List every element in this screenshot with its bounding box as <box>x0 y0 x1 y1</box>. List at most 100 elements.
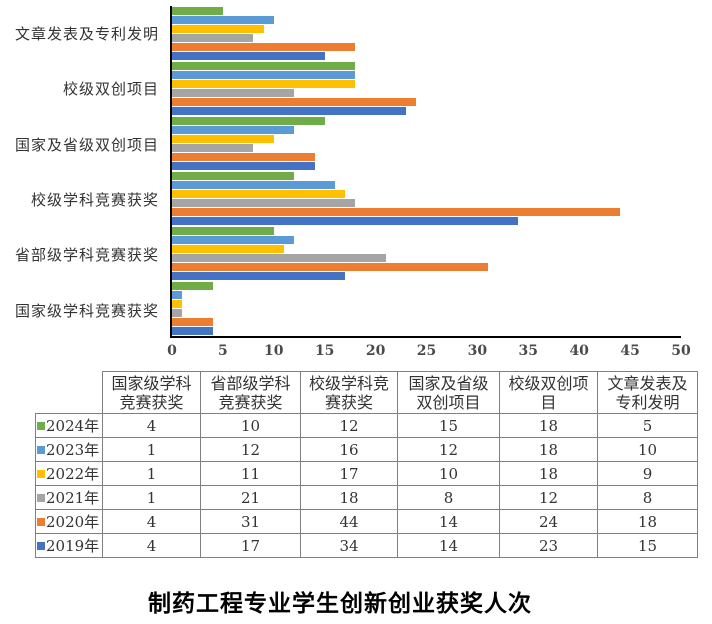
table-value-cell: 44 <box>300 509 398 534</box>
bar-group <box>172 171 681 226</box>
table-value-cell: 12 <box>499 485 598 510</box>
x-tick-label: 30 <box>467 343 488 359</box>
table-value-cell: 14 <box>397 509 500 534</box>
bar-2022年 <box>172 80 356 88</box>
bar-2023年 <box>172 291 183 299</box>
bar-2021年 <box>172 144 254 152</box>
bar-2020年 <box>172 43 356 51</box>
x-tick-label: 50 <box>671 343 691 359</box>
table-value-cell: 10 <box>597 437 698 462</box>
bar-2019年 <box>172 217 519 225</box>
table-value-cell: 18 <box>597 509 698 534</box>
category-axis-labels: 文章发表及专利发明 校级双创项目 国家及省级双创项目 校级学科竞赛获奖 省部级学科竞赛获… <box>0 6 164 338</box>
bar-2020年 <box>172 318 213 326</box>
category-label: 国家及省级双创项目 <box>14 135 159 154</box>
table-value-cell: 4 <box>102 413 201 438</box>
bar-2020年 <box>172 263 488 271</box>
awards-bar-chart: 文章发表及专利发明 校级双创项目 国家及省级双创项目 校级学科竞赛获奖 省部级学科竞赛获… <box>0 6 691 361</box>
legend-marker-icon <box>37 517 45 526</box>
bar-2020年 <box>172 153 315 161</box>
bar-2021年 <box>172 199 356 207</box>
table-value-cell: 8 <box>397 485 500 510</box>
bar-2024年 <box>172 282 213 290</box>
table-column-header: 国家及省级双创项目 <box>397 371 500 414</box>
bar-2024年 <box>172 62 356 70</box>
table-value-cell: 4 <box>102 509 201 534</box>
table-value-cell: 31 <box>200 509 301 534</box>
category-label: 文章发表及专利发明 <box>14 25 159 44</box>
bar-2021年 <box>172 309 183 317</box>
year-label: 2022年 <box>46 465 100 483</box>
table-value-cell: 10 <box>397 461 500 486</box>
table-row: 2024年 4 10 12 15 18 5 <box>35 413 698 438</box>
row-label-cell: 2019年 <box>35 533 103 558</box>
row-label-cell: 2022年 <box>35 461 103 486</box>
bar-2020年 <box>172 98 417 106</box>
bar-2019年 <box>172 327 213 335</box>
bar-2024年 <box>172 172 295 180</box>
table-value-cell: 15 <box>597 533 698 558</box>
bar-2023年 <box>172 16 274 24</box>
x-tick-label: 5 <box>218 343 228 359</box>
plot-area <box>170 6 681 338</box>
bar-2022年 <box>172 135 274 143</box>
bar-group <box>172 6 681 61</box>
x-tick-label: 25 <box>416 343 437 359</box>
x-tick-label: 35 <box>518 343 539 359</box>
category-label: 校级学科竞赛获奖 <box>30 191 159 210</box>
table-value-cell: 11 <box>200 461 301 486</box>
table-value-cell: 9 <box>597 461 698 486</box>
year-label: 2021年 <box>46 489 100 507</box>
legend-marker-icon <box>37 421 45 430</box>
bar-group <box>172 61 681 116</box>
bar-2019年 <box>172 107 407 115</box>
table-value-cell: 1 <box>102 437 201 462</box>
table-value-cell: 16 <box>300 437 398 462</box>
bar-2023年 <box>172 181 335 189</box>
x-tick-label: 45 <box>620 343 640 359</box>
bar-group <box>172 116 681 171</box>
year-label: 2023年 <box>46 441 100 459</box>
x-tick-label: 15 <box>314 343 335 359</box>
table-value-cell: 4 <box>102 533 201 558</box>
table-value-cell: 23 <box>499 533 598 558</box>
bar-2019年 <box>172 272 346 280</box>
category-label: 国家级学科竞赛获奖 <box>14 301 159 320</box>
x-axis: 0 5 10 15 20 25 30 35 40 45 50 <box>167 343 691 361</box>
bar-2019年 <box>172 52 325 60</box>
table-value-cell: 18 <box>499 461 598 486</box>
table-row: 2023年 1 12 16 12 18 10 <box>35 437 698 462</box>
bar-2023年 <box>172 71 356 79</box>
x-tick-label: 10 <box>264 343 284 359</box>
legend-marker-icon <box>37 469 45 478</box>
legend-marker-icon <box>37 541 45 550</box>
table-column-header: 校级学科竞赛获奖 <box>300 371 398 414</box>
table-value-cell: 17 <box>200 533 301 558</box>
chart-caption: 制药工程专业学生创新创业获奖人次 <box>148 590 532 617</box>
bar-2024年 <box>172 7 223 15</box>
legend-marker-icon <box>37 445 45 454</box>
bar-2021年 <box>172 34 254 42</box>
year-label: 2020年 <box>46 513 100 531</box>
table-value-cell: 1 <box>102 461 201 486</box>
table-value-cell: 24 <box>499 509 598 534</box>
bar-2023年 <box>172 126 295 134</box>
table-value-cell: 8 <box>597 485 698 510</box>
table-header-row: 国家级学科竞赛获奖 省部级学科竞赛获奖 校级学科竞赛获奖 国家及省级双创项目 校级双创项… <box>35 371 698 414</box>
table-corner-cell <box>35 371 103 414</box>
row-label-cell: 2024年 <box>35 413 103 438</box>
table-column-header: 省部级学科竞赛获奖 <box>200 371 301 414</box>
bar-2020年 <box>172 208 620 216</box>
bar-2022年 <box>172 190 346 198</box>
table-value-cell: 5 <box>597 413 698 438</box>
category-label: 校级双创项目 <box>62 80 159 99</box>
row-label-cell: 2023年 <box>35 437 103 462</box>
bar-2022年 <box>172 300 183 308</box>
bar-group <box>172 226 681 281</box>
table-value-cell: 18 <box>499 437 598 462</box>
table-row: 2019年 4 17 34 14 23 15 <box>35 533 698 558</box>
year-label: 2019年 <box>46 537 100 555</box>
table-column-header: 国家级学科竞赛获奖 <box>102 371 201 414</box>
table-row: 2021年 1 21 18 8 12 8 <box>35 485 698 510</box>
